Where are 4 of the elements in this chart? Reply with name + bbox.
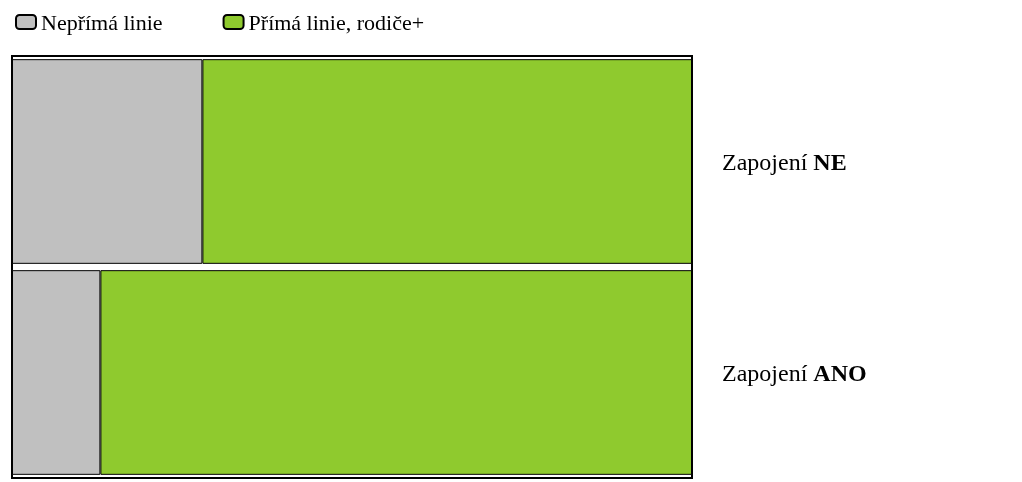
legend-label: Nepřímá linie [41,9,163,35]
y-tick-label: Zapojení NE [722,148,847,175]
y-tick-label: Zapojení ANO [722,359,867,386]
legend-label: Přímá linie, rodiče+ [248,9,425,35]
